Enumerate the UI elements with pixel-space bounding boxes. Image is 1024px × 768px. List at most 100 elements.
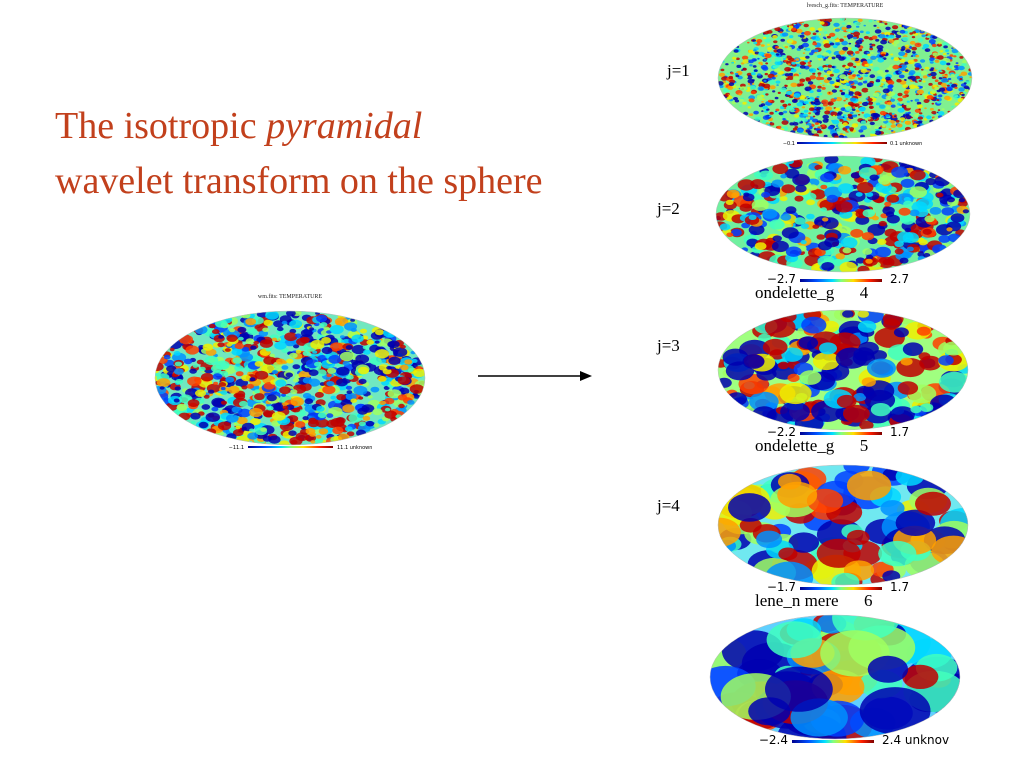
- map-blob: [842, 46, 849, 51]
- map-blob: [841, 22, 846, 25]
- map-blob: [381, 359, 387, 363]
- map-blob: [969, 76, 972, 79]
- map-blob: [924, 48, 931, 52]
- map-blob: [902, 23, 911, 28]
- map-blob: [720, 68, 725, 72]
- map-blob: [830, 111, 838, 117]
- map-blob: [855, 215, 870, 225]
- map-blob: [848, 91, 854, 95]
- map-blob: [809, 68, 817, 73]
- map-blob: [763, 83, 771, 89]
- map-blob: [815, 30, 819, 33]
- map-blob: [912, 31, 916, 34]
- map-blob: [843, 404, 870, 423]
- map-blob: [776, 48, 784, 54]
- map-blob: [156, 378, 171, 388]
- map-blob: [262, 327, 269, 332]
- map-blob: [814, 164, 823, 171]
- map-blob: [849, 127, 854, 131]
- map-blob: [812, 224, 820, 229]
- map-blob: [767, 43, 770, 46]
- map-blob: [872, 92, 880, 98]
- map-blob: [384, 397, 395, 405]
- map-blob: [372, 408, 383, 416]
- map-blob: [220, 386, 226, 391]
- map-blob: [345, 385, 353, 390]
- map-blob: [757, 86, 765, 91]
- map-blob: [344, 426, 353, 432]
- map-blob: [794, 195, 804, 202]
- map-blob: [857, 265, 870, 272]
- map-blob: [846, 24, 852, 29]
- map-blob: [270, 402, 284, 411]
- map-blob: [202, 343, 214, 351]
- map-blob: [273, 320, 284, 328]
- map-blob: [826, 70, 833, 75]
- map-blob: [276, 358, 286, 365]
- map-blob: [805, 47, 811, 52]
- map-blob: [233, 429, 244, 437]
- map-blob: [189, 368, 197, 374]
- map-blob: [288, 430, 297, 437]
- map-blob: [820, 207, 827, 212]
- map-blob: [776, 84, 779, 86]
- map-blob: [920, 70, 928, 76]
- map-blob: [819, 342, 837, 355]
- map-blob: [728, 75, 734, 80]
- map-blob: [367, 395, 373, 399]
- map-blob: [835, 253, 845, 260]
- map-blob: [773, 40, 778, 44]
- map-blob: [829, 73, 834, 77]
- map-blob: [958, 65, 965, 71]
- map-blob: [784, 84, 788, 87]
- map-blob: [869, 174, 879, 181]
- map-blob: [792, 122, 799, 126]
- map-blob: [931, 110, 937, 115]
- map-blob: [781, 32, 789, 37]
- map-blob: [820, 173, 835, 183]
- map-blob: [837, 115, 844, 120]
- map-blob: [881, 53, 886, 57]
- map-blob: [839, 261, 858, 272]
- map-blob: [891, 42, 895, 45]
- map-blob: [849, 111, 854, 115]
- map-blob: [887, 80, 895, 85]
- map-blob: [941, 77, 949, 83]
- map-blob: [832, 119, 840, 125]
- map-blob: [908, 70, 916, 75]
- map-blob: [895, 119, 900, 123]
- map-blob: [768, 79, 776, 85]
- map-blob: [809, 90, 814, 94]
- map-blob: [179, 334, 193, 345]
- map-blob: [887, 84, 893, 89]
- map-blob: [737, 179, 755, 191]
- map-blob: [871, 43, 876, 47]
- map-blob: [741, 55, 749, 60]
- map-blob: [938, 69, 942, 72]
- map-blob: [833, 22, 840, 27]
- map-blob: [909, 209, 920, 217]
- map-blob: [774, 60, 782, 66]
- map-blob: [800, 240, 807, 245]
- map-blob: [922, 80, 926, 83]
- map-blob: [918, 108, 921, 111]
- map-blob: [909, 186, 927, 198]
- map-blob: [899, 117, 906, 121]
- map-blob: [322, 385, 336, 395]
- map-blob: [958, 198, 966, 203]
- scale-label: j=4: [656, 496, 680, 515]
- map-blob: [817, 85, 822, 89]
- map-blob: [926, 35, 931, 38]
- map-blob: [919, 112, 923, 115]
- map-blob: [818, 93, 823, 96]
- map-blob: [764, 53, 772, 59]
- map-blob: [388, 340, 400, 349]
- map-blob: [934, 67, 938, 70]
- map-blob: [931, 535, 968, 566]
- map-blob: [329, 324, 344, 335]
- map-blob: [778, 111, 784, 116]
- map-blob: [824, 186, 843, 199]
- map-blob: [225, 376, 235, 383]
- map-blob: [934, 59, 940, 63]
- map-blob: [937, 55, 944, 60]
